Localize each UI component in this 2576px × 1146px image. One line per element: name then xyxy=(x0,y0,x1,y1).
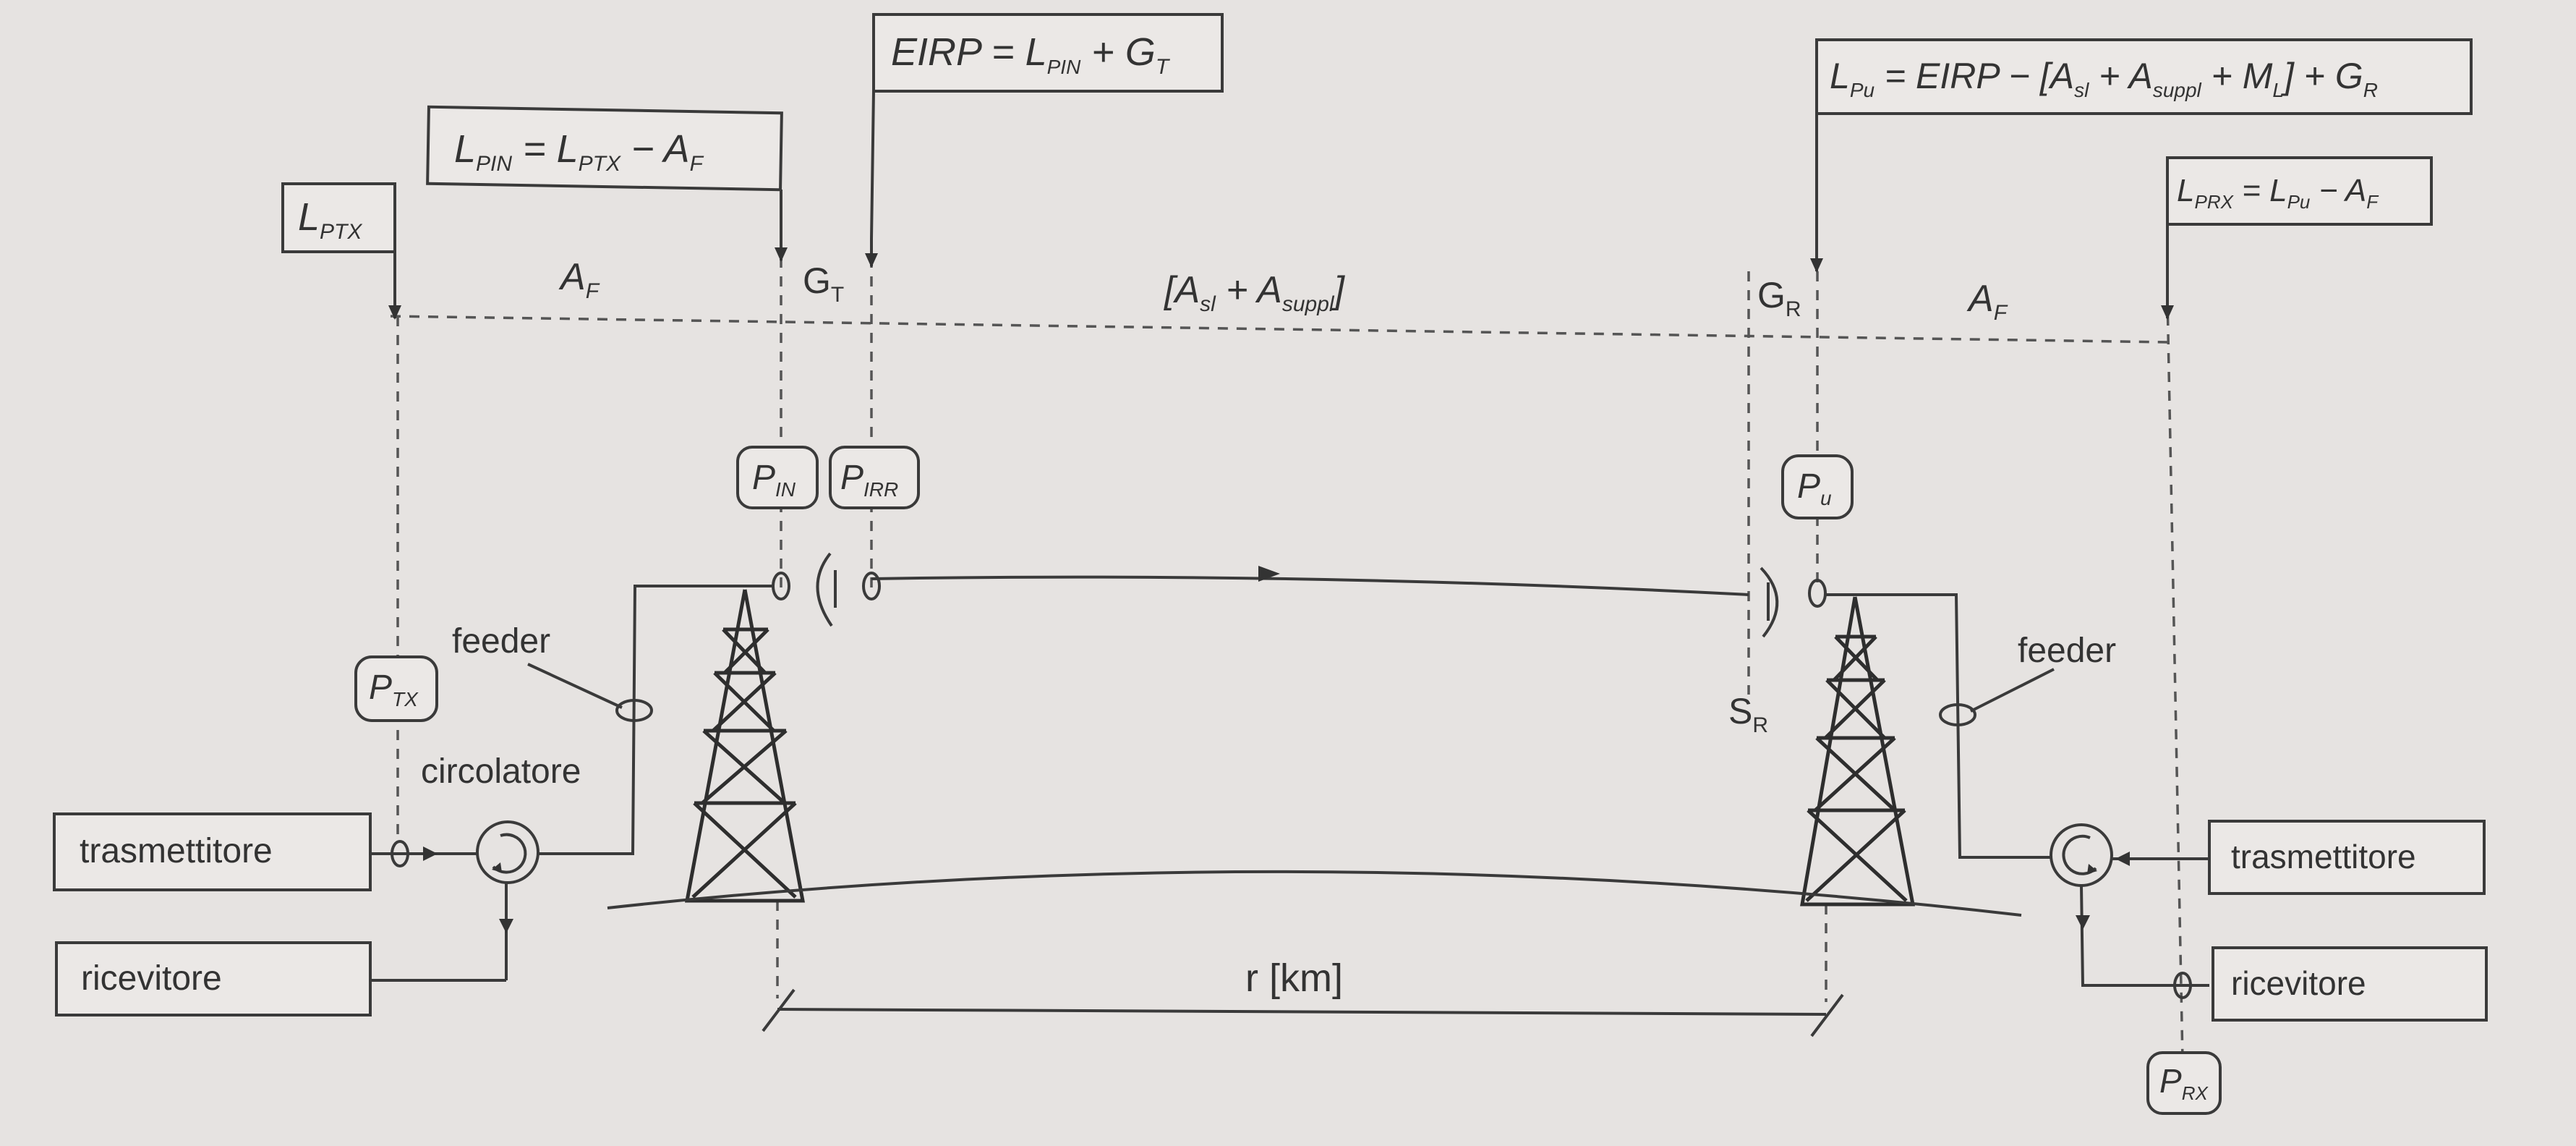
right-antenna xyxy=(1760,566,1827,638)
level-reference-line xyxy=(390,315,2170,344)
feeder-right-label: feeder xyxy=(2018,632,2116,670)
right-rx-link xyxy=(2080,885,2209,987)
distance-label: r [km] xyxy=(1245,956,1343,1000)
ptx-probe xyxy=(391,840,409,867)
right-rx-arrow xyxy=(2076,915,2090,930)
right-circulator xyxy=(2050,823,2113,887)
eirp-arrow xyxy=(865,90,878,268)
left-tx-arrow xyxy=(423,846,438,861)
circolatore-label: circolatore xyxy=(421,752,581,791)
svg-text:LPIN = LPTX − AF: LPIN = LPTX − AF xyxy=(454,127,704,176)
right-feeder xyxy=(1826,593,2055,859)
svg-text:LPRX = LPu − AF: LPRX = LPu − AF xyxy=(2177,173,2379,213)
prx-dashed-line xyxy=(2166,296,2184,1061)
sr-label: SR xyxy=(1728,691,1768,737)
left-rx-arrow xyxy=(499,919,513,933)
svg-text:Pu: Pu xyxy=(1797,467,1832,509)
svg-text:trasmettitore: trasmettitore xyxy=(80,832,273,870)
right-transmitter-block: trasmettitore xyxy=(2208,820,2486,895)
svg-text:LPu = EIRP − [Asl + Asuppl +: LPu = EIRP − [Asl + Asuppl + ML] + GR xyxy=(1830,56,2378,101)
prx-power-box: PRX xyxy=(2146,1051,2222,1115)
ground-line xyxy=(607,870,2022,917)
left-antenna xyxy=(772,552,881,627)
svg-text:PIN: PIN xyxy=(752,459,796,501)
lprx-formula-box: LPRX = LPu − AF xyxy=(2166,156,2433,226)
right-tx-arrow xyxy=(2115,852,2130,866)
svg-text:PTX: PTX xyxy=(369,668,419,710)
svg-text:LPTX: LPTX xyxy=(298,195,362,244)
path-loss-label: [Asl + Asuppl] xyxy=(1164,269,1346,316)
svg-text:PRX: PRX xyxy=(2159,1062,2209,1104)
lpin-formula-box: LPIN = LPTX − AF xyxy=(426,105,783,192)
gr-label: GR xyxy=(1757,275,1801,321)
af-left-label: AF xyxy=(558,256,600,303)
eirp-formula-box: EIRP = LPIN + GT xyxy=(872,13,1224,93)
left-tower xyxy=(684,589,806,903)
pirr-power-box: PIRR xyxy=(829,446,920,509)
right-receiver-block: ricevitore xyxy=(2212,946,2488,1022)
right-tower xyxy=(1800,596,1916,907)
left-transmitter-block: trasmettitore xyxy=(53,812,372,891)
svg-text:PIRR: PIRR xyxy=(840,459,898,501)
beam-direction-arrow xyxy=(1258,566,1280,582)
prx-probe xyxy=(2173,972,2192,999)
radio-beam-line xyxy=(871,575,1749,596)
pin-power-box: PIN xyxy=(736,446,819,509)
af-right-label: AF xyxy=(1966,278,2008,325)
gt-label: GT xyxy=(803,260,844,307)
svg-text:trasmettitore: trasmettitore xyxy=(2231,838,2416,875)
svg-text:ricevitore: ricevitore xyxy=(2231,964,2366,1002)
distance-dimension xyxy=(762,988,1844,1037)
left-receiver-block: ricevitore xyxy=(55,941,372,1016)
svg-text:ricevitore: ricevitore xyxy=(81,959,222,998)
left-circulator xyxy=(476,820,539,884)
lpu-formula-box: LPu = EIRP − [Asl + Asuppl + ML] + GR xyxy=(1815,38,2473,115)
ptx-power-box: PTX xyxy=(354,655,438,722)
pu-power-box: Pu xyxy=(1781,454,1854,519)
lptx-formula-box: LPTX xyxy=(281,182,396,253)
left-feeder xyxy=(527,585,774,855)
svg-text:EIRP = LPIN + GT: EIRP = LPIN + GT xyxy=(891,30,1171,79)
feeder-left-label: feeder xyxy=(452,622,550,661)
